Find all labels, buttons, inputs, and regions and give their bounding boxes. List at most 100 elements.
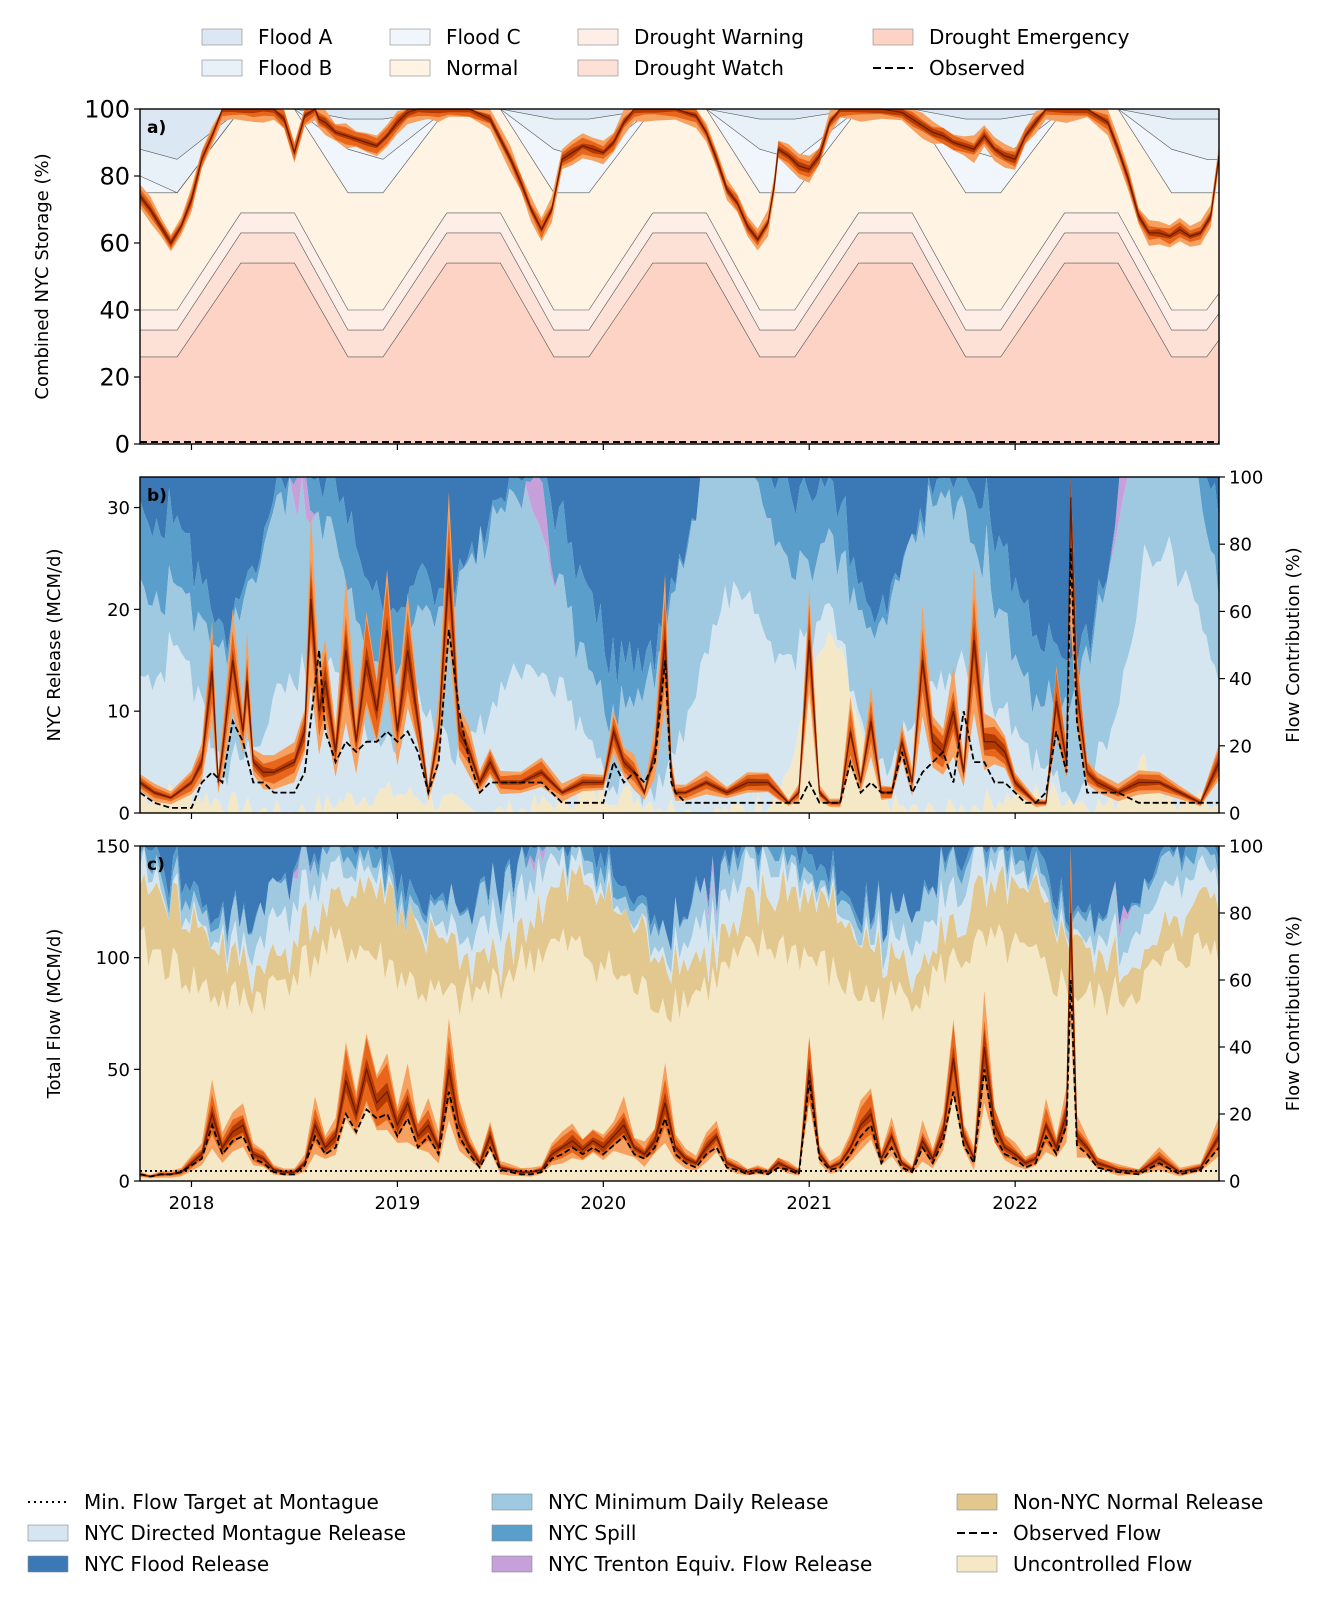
legend-swatch-nyc-flood-release — [27, 1555, 69, 1573]
panel-c-y-tick-label: 100 — [96, 948, 130, 969]
legend-swatch-nyc-trenton-equiv-flow-release — [491, 1555, 533, 1573]
release-ensemble — [139, 477, 1220, 808]
panel-b-nyc-release: b) 0 10 20 30 0 20 40 60 80 100 NYC Release (MCM… — [44, 467, 1304, 824]
panel-a-storage: a) 0 20 40 60 80 100 Combined NYC Storage (%) — [32, 96, 1220, 459]
drought-watch-zone — [140, 232, 1219, 357]
panel-c-frame — [139, 845, 1220, 1182]
ensemble-median-line — [139, 912, 1220, 1178]
min-daily-release-area — [140, 477, 1219, 807]
legend-swatch-flood-c — [389, 28, 431, 46]
panel-b-right-y-label: Flow Contribution (%) — [1283, 547, 1304, 742]
legend-label-nyc-spill: NYC Spill — [548, 1521, 636, 1545]
top-legend: Flood A Flood B Flood C Normal Drought Warni… — [201, 25, 1130, 80]
panel-c-tag: c) — [147, 855, 165, 875]
panel-a-x-ticks — [190, 444, 1016, 450]
flood-release-area — [140, 846, 1219, 952]
legend-swatch-nyc-directed-montague-release — [27, 1524, 69, 1542]
rule-curve-drought-emergency — [140, 262, 1220, 358]
panel-c-right-y-tick-label: 60 — [1229, 970, 1252, 991]
legend-label-flood-b: Flood B — [258, 56, 332, 80]
legend-swatch-normal — [389, 59, 431, 77]
panel-a-y-tick-label: 0 — [115, 431, 130, 459]
panel-a-y-tick-label: 100 — [84, 96, 130, 124]
panel-a-y-tick-label: 80 — [99, 163, 130, 191]
panel-b-y-tick-label: 30 — [107, 498, 130, 519]
panel-a-tag: a) — [147, 118, 166, 138]
panel-b-y-tick-label: 20 — [107, 600, 130, 621]
panel-b-y-label: NYC Release (MCM/d) — [44, 549, 65, 742]
panel-b-y-tick-label: 10 — [107, 702, 130, 723]
legend-swatch-uncontrolled-flow — [956, 1555, 998, 1573]
drought-warning-zone — [140, 212, 1219, 331]
flood-release-area — [140, 477, 1219, 687]
panel-b-right-y-tick-label: 0 — [1229, 803, 1240, 824]
normal-zone — [140, 109, 1219, 310]
spill-area — [140, 477, 1219, 736]
ensemble-band-3 — [140, 878, 1219, 1177]
legend-swatch-flood-b — [201, 59, 243, 77]
panel-c-y-tick-label: 0 — [119, 1171, 130, 1192]
panel-b-tag: b) — [147, 486, 167, 506]
observed-release-line — [139, 548, 1219, 809]
legend-label-drought-warning: Drought Warning — [634, 25, 804, 49]
panel-c-right-y-tick-label: 40 — [1229, 1037, 1252, 1058]
panel-c-y-tick-label: 150 — [96, 836, 130, 857]
panel-b-y-ticks: 0 10 20 30 — [107, 498, 140, 824]
legend-label-drought-emergency: Drought Emergency — [929, 25, 1130, 49]
panel-b-y-tick-label: 0 — [119, 803, 130, 824]
legend-swatch-drought-watch — [577, 59, 619, 77]
bottom-legend: Min. Flow Target at Montague NYC Directed… — [27, 1490, 1263, 1576]
legend-swatch-drought-emergency — [872, 28, 914, 46]
panel-c-y-label: Total Flow (MCM/d) — [44, 929, 65, 1100]
legend-swatch-non-nyc-normal-release — [956, 1493, 998, 1511]
legend-label-non-nyc-normal-release: Non-NYC Normal Release — [1013, 1490, 1263, 1514]
legend-label-nyc-directed-montague-release: NYC Directed Montague Release — [84, 1521, 406, 1545]
panel-c-right-y-ticks: 0 20 40 60 80 100 — [1219, 836, 1263, 1192]
observed-flow-line — [139, 979, 1220, 1178]
legend-label-nyc-minimum-daily-release: NYC Minimum Daily Release — [548, 1490, 829, 1514]
panel-c-x-tick-label: 2019 — [374, 1193, 420, 1214]
panel-b-x-ticks — [190, 813, 1016, 819]
panel-b-contribution-areas — [140, 477, 1219, 813]
panel-c-y-ticks: 0 50 100 150 — [96, 836, 140, 1192]
panel-c-right-y-tick-label: 80 — [1229, 903, 1252, 924]
panel-b-right-y-ticks: 0 20 40 60 80 100 — [1219, 467, 1263, 824]
panel-a-y-tick-label: 40 — [99, 297, 130, 325]
min-daily-release-area — [140, 846, 1219, 974]
directed-montague-area — [140, 846, 1219, 995]
rule-curve-drought-watch — [140, 232, 1220, 331]
flow-ensemble — [139, 846, 1220, 1179]
panel-a-y-tick-label: 60 — [99, 230, 130, 258]
panel-a-y-ticks: 0 20 40 60 80 100 — [84, 96, 140, 459]
ensemble-band-3 — [140, 477, 1219, 804]
legend-label-nyc-flood-release: NYC Flood Release — [84, 1552, 269, 1576]
panel-c-right-y-tick-label: 20 — [1229, 1104, 1252, 1125]
rule-curve-drought-warning — [140, 212, 1220, 311]
panel-a-y-label: Combined NYC Storage (%) — [32, 153, 53, 399]
panel-b-right-y-tick-label: 60 — [1229, 602, 1252, 623]
panel-c-right-y-tick-label: 100 — [1229, 836, 1263, 857]
panel-c-y-tick-label: 50 — [107, 1060, 130, 1081]
panel-c-x-tick-label: 2020 — [580, 1193, 626, 1214]
legend-label-observed-flow: Observed Flow — [1013, 1521, 1161, 1545]
legend-label-flood-c: Flood C — [446, 25, 521, 49]
panel-c-x-ticks: 2018 2019 2020 2021 2022 — [169, 1181, 1038, 1214]
ensemble-band-2 — [140, 863, 1219, 1178]
panel-c-contribution-areas — [140, 846, 1219, 1181]
panel-b-right-y-tick-label: 40 — [1229, 669, 1252, 690]
panel-a-y-tick-label: 20 — [99, 364, 130, 392]
panel-b-right-y-tick-label: 100 — [1229, 467, 1263, 488]
rule-curve-bands — [140, 109, 1219, 444]
legend-label-nyc-trenton-equiv-flow-release: NYC Trenton Equiv. Flow Release — [548, 1552, 872, 1576]
legend-label-drought-watch: Drought Watch — [634, 56, 784, 80]
drought-emergency-zone — [140, 263, 1219, 444]
legend-label-uncontrolled-flow: Uncontrolled Flow — [1013, 1552, 1192, 1576]
legend-swatch-nyc-spill — [491, 1524, 533, 1542]
legend-label-normal: Normal — [446, 56, 518, 80]
panel-b-frame — [139, 476, 1220, 814]
panel-b-right-y-tick-label: 20 — [1229, 736, 1252, 757]
legend-label-min-flow-target-at-montague: Min. Flow Target at Montague — [84, 1490, 379, 1514]
legend-label-flood-a: Flood A — [258, 25, 333, 49]
